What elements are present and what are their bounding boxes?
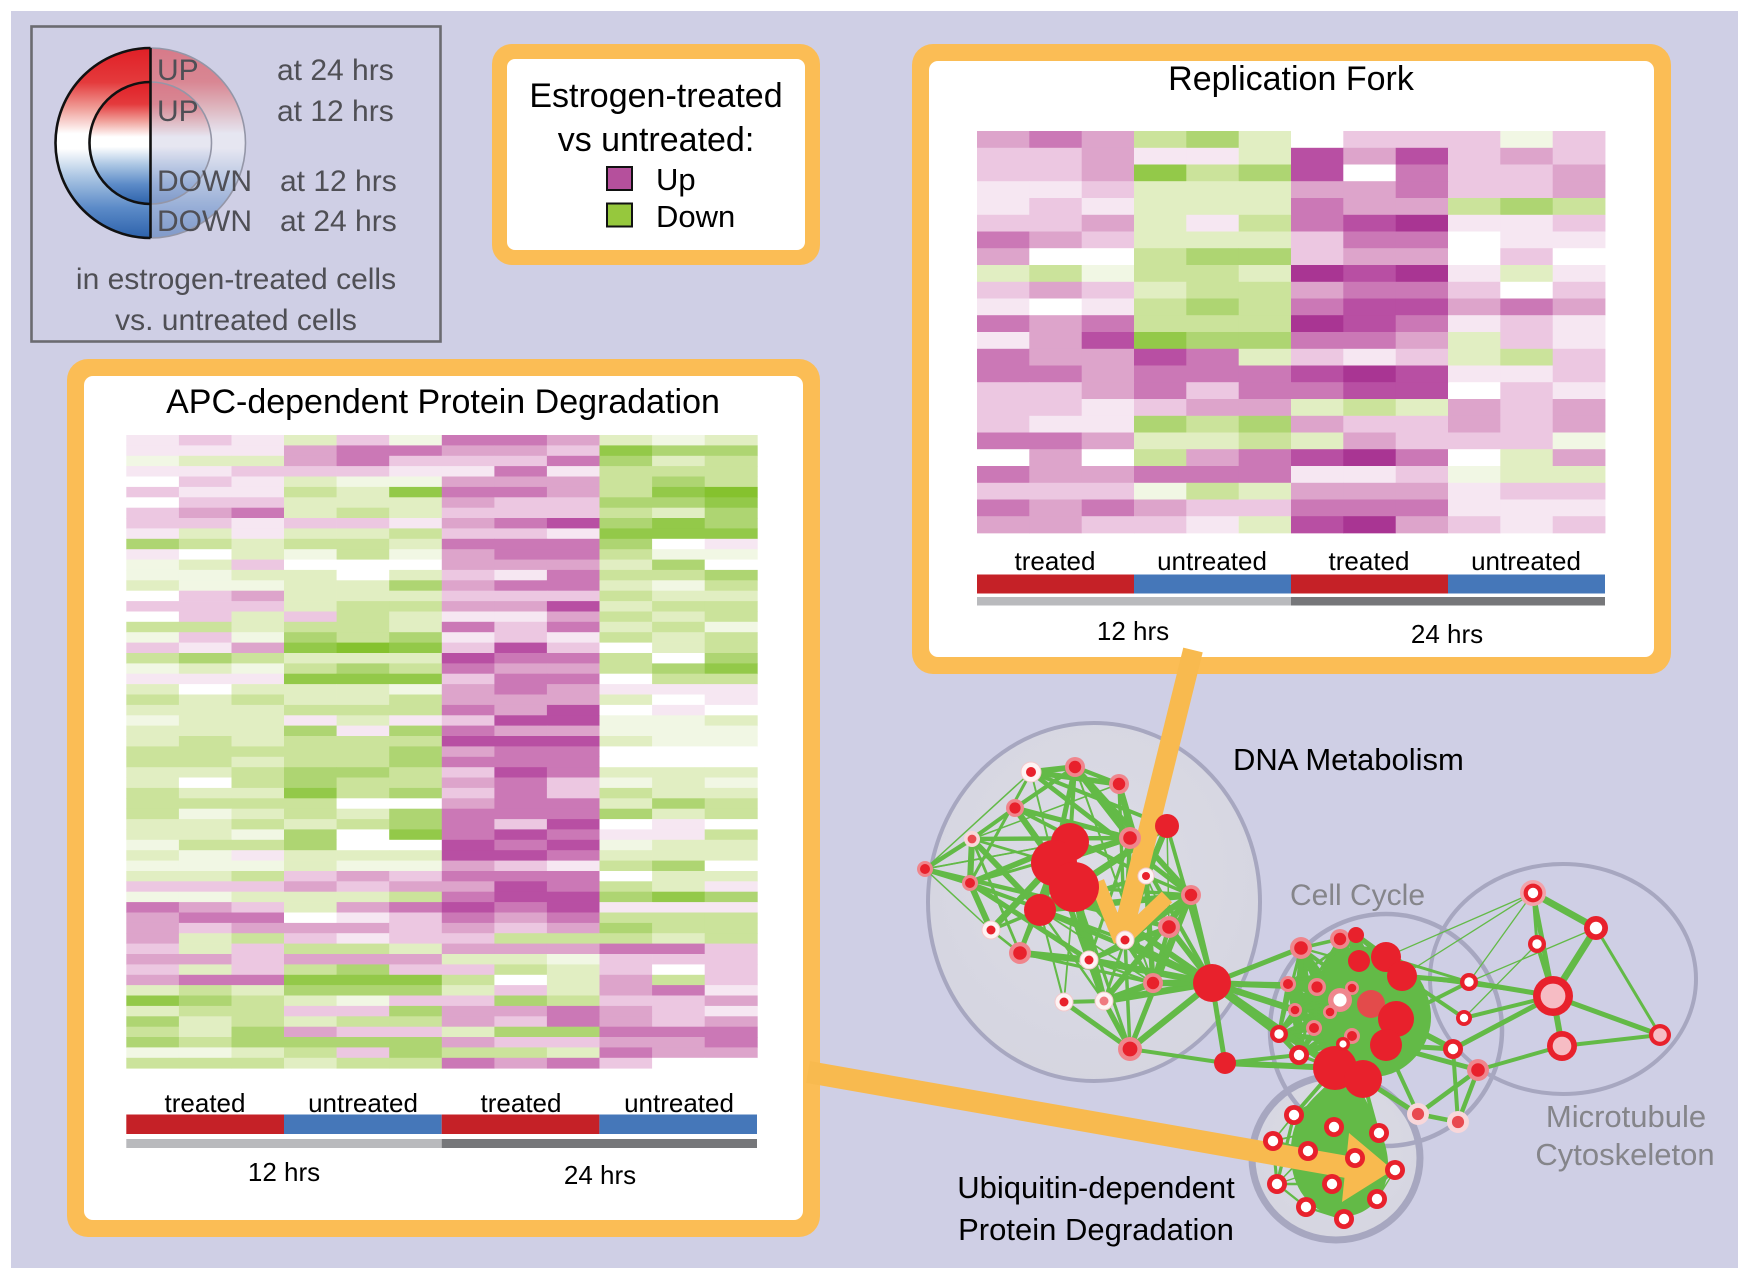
svg-text:treated: treated	[1015, 546, 1096, 576]
svg-text:untreated: untreated	[624, 1088, 734, 1118]
svg-text:treated: treated	[165, 1088, 246, 1118]
svg-text:untreated: untreated	[308, 1088, 418, 1118]
svg-text:12 hrs: 12 hrs	[248, 1157, 320, 1187]
svg-text:Cytoskeleton: Cytoskeleton	[1535, 1137, 1714, 1172]
svg-text:APC-dependent Protein Degradat: APC-dependent Protein Degradation	[166, 383, 720, 421]
svg-text:Down: Down	[656, 199, 735, 234]
svg-text:at 24 hrs: at 24 hrs	[280, 205, 397, 238]
svg-text:24 hrs: 24 hrs	[1411, 619, 1483, 649]
svg-text:treated: treated	[1329, 546, 1410, 576]
svg-text:vs untreated:: vs untreated:	[558, 121, 755, 159]
svg-text:Ubiquitin-dependent: Ubiquitin-dependent	[957, 1170, 1235, 1205]
svg-text:at 12 hrs: at 12 hrs	[277, 95, 394, 128]
svg-text:24 hrs: 24 hrs	[564, 1160, 636, 1190]
svg-text:untreated: untreated	[1471, 546, 1581, 576]
svg-text:untreated: untreated	[1157, 546, 1267, 576]
svg-text:Replication Fork: Replication Fork	[1168, 60, 1415, 98]
svg-text:at 24 hrs: at 24 hrs	[277, 54, 394, 87]
svg-text:Cell Cycle: Cell Cycle	[1290, 879, 1425, 912]
svg-text:UP: UP	[157, 54, 199, 87]
svg-text:at 12 hrs: at 12 hrs	[280, 165, 397, 198]
svg-text:Estrogen-treated: Estrogen-treated	[529, 77, 782, 115]
svg-text:DNA Metabolism: DNA Metabolism	[1233, 742, 1464, 777]
svg-text:vs. untreated cells: vs. untreated cells	[115, 304, 357, 337]
svg-text:Protein Degradation: Protein Degradation	[958, 1212, 1234, 1247]
svg-text:treated: treated	[481, 1088, 562, 1118]
svg-text:DOWN: DOWN	[157, 205, 252, 238]
svg-text:in estrogen-treated cells: in estrogen-treated cells	[76, 263, 396, 296]
svg-text:12 hrs: 12 hrs	[1097, 616, 1169, 646]
svg-text:Up: Up	[656, 162, 696, 197]
svg-text:UP: UP	[157, 95, 199, 128]
svg-text:Microtubule: Microtubule	[1546, 1099, 1706, 1134]
svg-text:DOWN: DOWN	[157, 165, 252, 198]
